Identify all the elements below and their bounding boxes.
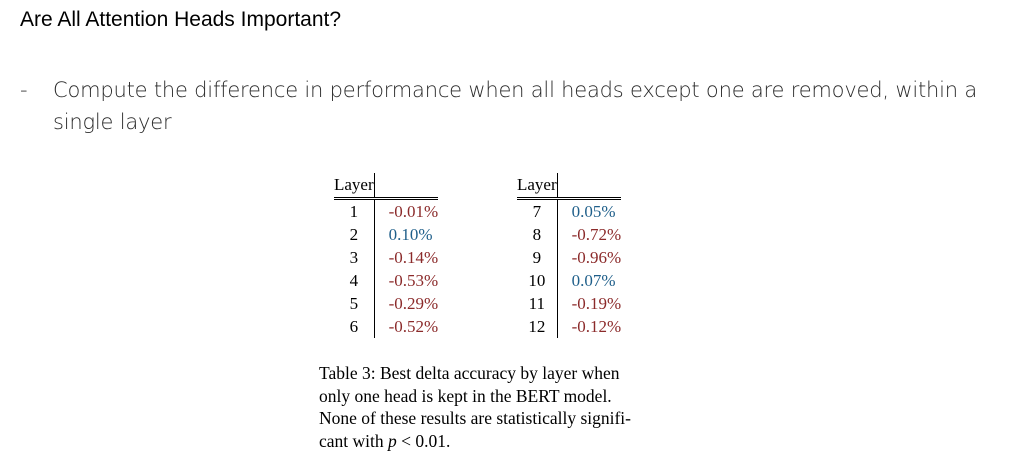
delta-cell: -0.01% xyxy=(388,202,439,221)
table-row: 12 -0.12% xyxy=(517,315,621,338)
table-row: 6 -0.52% xyxy=(334,315,438,338)
results-table-right: Layer 7 0.05% 8 -0.72% 9 -0.96% 10 0.07% 11 -0.19… xyxy=(517,173,622,338)
caption-text: cant with xyxy=(319,430,389,451)
delta-cell: -0.72% xyxy=(571,225,622,244)
caption-line: cant with p < 0.01. xyxy=(319,430,699,453)
table-row: 1 -0.01% xyxy=(334,198,439,223)
layer-header: Layer xyxy=(334,173,375,200)
results-table-left: Layer 1 -0.01% 2 0.10% 3 -0.14% 4 -0.53% 5 -0.29%… xyxy=(334,173,439,338)
table-row: 4 -0.53% xyxy=(334,269,438,292)
table-row: 7 0.05% xyxy=(517,198,621,223)
caption-text: < 0.01. xyxy=(396,430,451,451)
layer-cell: 11 xyxy=(517,292,558,315)
caption-line: Table 3: Best delta accuracy by layer wh… xyxy=(319,363,620,383)
layer-cell: 6 xyxy=(334,315,375,338)
bullet-text: Compute the difference in performance wh… xyxy=(53,78,977,134)
table-row: 2 0.10% xyxy=(334,223,438,246)
layer-cell: 9 xyxy=(517,246,558,269)
layer-cell: 2 xyxy=(334,223,375,246)
table-row: 5 -0.29% xyxy=(334,292,438,315)
layer-header: Layer xyxy=(517,173,558,200)
delta-cell: -0.96% xyxy=(571,248,622,267)
bullet-marker: - xyxy=(20,78,28,102)
caption-variable: p xyxy=(388,430,397,451)
delta-cell: 0.05% xyxy=(571,202,616,221)
layer-cell: 7 xyxy=(517,198,558,223)
table-row: 3 -0.14% xyxy=(334,246,438,269)
delta-cell: -0.53% xyxy=(388,271,439,290)
delta-header xyxy=(557,173,622,200)
layer-cell: 12 xyxy=(517,315,558,338)
layer-cell: 1 xyxy=(334,198,375,223)
delta-cell: -0.29% xyxy=(388,294,439,313)
layer-cell: 10 xyxy=(517,269,558,292)
layer-cell: 5 xyxy=(334,292,375,315)
delta-cell: -0.12% xyxy=(571,317,622,336)
table-row: 9 -0.96% xyxy=(517,246,621,269)
table-row: 10 0.07% xyxy=(517,269,621,292)
delta-cell: 0.10% xyxy=(388,225,433,244)
layer-cell: 3 xyxy=(334,246,375,269)
table-row: 11 -0.19% xyxy=(517,292,621,315)
delta-cell: 0.07% xyxy=(571,271,616,290)
delta-cell: -0.19% xyxy=(571,294,622,313)
delta-cell: -0.14% xyxy=(388,248,439,267)
delta-header xyxy=(374,173,439,200)
table-row: 8 -0.72% xyxy=(517,223,621,246)
delta-cell: -0.52% xyxy=(388,317,439,336)
layer-cell: 4 xyxy=(334,269,375,292)
caption-line: only one head is kept in the BERT model. xyxy=(319,385,612,406)
slide-title: Are All Attention Heads Important? xyxy=(20,8,342,31)
caption-line: None of these results are statistically … xyxy=(319,408,632,428)
layer-cell: 8 xyxy=(517,223,558,246)
table-caption: Table 3: Best delta accuracy by layer wh… xyxy=(319,362,699,452)
